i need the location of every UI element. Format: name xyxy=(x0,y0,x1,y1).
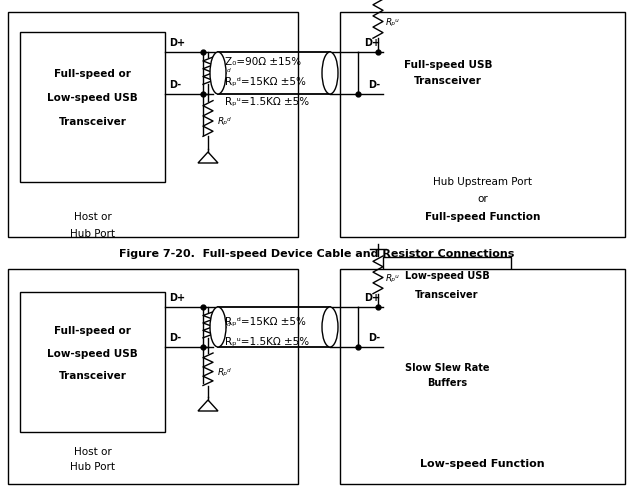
Text: Transceiver: Transceiver xyxy=(58,371,126,381)
Ellipse shape xyxy=(322,52,338,94)
Text: Rₚᵘ: Rₚᵘ xyxy=(386,274,400,282)
Bar xyxy=(20,292,165,432)
Text: Rₚᵈ: Rₚᵈ xyxy=(218,322,232,332)
Bar xyxy=(383,352,511,397)
Bar xyxy=(20,32,165,182)
Text: Full-speed Function: Full-speed Function xyxy=(425,212,540,222)
Text: Rₚᵈ: Rₚᵈ xyxy=(218,117,232,126)
Text: Low-speed USB: Low-speed USB xyxy=(47,93,138,103)
Bar xyxy=(340,12,625,237)
Ellipse shape xyxy=(322,307,338,347)
Text: Rₚᵘ=1.5KΩ ±5%: Rₚᵘ=1.5KΩ ±5% xyxy=(225,337,309,347)
Text: Buffers: Buffers xyxy=(427,378,467,389)
Text: Rₚᵈ: Rₚᵈ xyxy=(218,68,232,78)
Text: Rₚᵘ: Rₚᵘ xyxy=(386,18,400,27)
Text: or: or xyxy=(477,194,488,204)
Text: Transceiver: Transceiver xyxy=(414,76,482,86)
Text: Low-speed USB: Low-speed USB xyxy=(47,349,138,359)
Text: D+: D+ xyxy=(169,38,185,48)
Text: D-: D- xyxy=(169,333,181,343)
Bar xyxy=(8,269,298,484)
Text: D-: D- xyxy=(368,333,380,343)
Text: D-: D- xyxy=(169,80,181,90)
Bar xyxy=(383,257,511,312)
Bar xyxy=(383,47,513,99)
Text: D+: D+ xyxy=(364,38,380,48)
Text: D+: D+ xyxy=(364,293,380,303)
Text: Rₚᵘ=1.5KΩ ±5%: Rₚᵘ=1.5KΩ ±5% xyxy=(225,97,309,107)
Text: D-: D- xyxy=(368,80,380,90)
Text: D+: D+ xyxy=(169,293,185,303)
Text: Host or: Host or xyxy=(74,447,112,457)
Text: Full-speed or: Full-speed or xyxy=(54,69,131,79)
Text: Rₚᵈ=15KΩ ±5%: Rₚᵈ=15KΩ ±5% xyxy=(225,317,306,327)
Text: Hub Upstream Port: Hub Upstream Port xyxy=(433,177,532,187)
Text: Slow Slew Rate: Slow Slew Rate xyxy=(404,363,489,373)
Text: Figure 7-20.  Full-speed Device Cable and Resistor Connections: Figure 7-20. Full-speed Device Cable and… xyxy=(119,249,515,259)
Text: Full-speed USB: Full-speed USB xyxy=(404,60,492,70)
Text: Transceiver: Transceiver xyxy=(415,290,479,301)
Text: Host or: Host or xyxy=(74,212,112,222)
Text: Full-speed or: Full-speed or xyxy=(54,326,131,336)
Text: Rₚᵈ: Rₚᵈ xyxy=(218,368,232,376)
Ellipse shape xyxy=(210,52,226,94)
Bar xyxy=(340,269,625,484)
Bar xyxy=(8,12,298,237)
Text: Rₚᵈ=15KΩ ±5%: Rₚᵈ=15KΩ ±5% xyxy=(225,77,306,87)
Text: Hub Port: Hub Port xyxy=(70,462,115,472)
Text: Low-speed Function: Low-speed Function xyxy=(420,459,545,469)
Text: Transceiver: Transceiver xyxy=(58,117,126,127)
Text: Z₀=90Ω ±15%: Z₀=90Ω ±15% xyxy=(225,57,301,67)
Ellipse shape xyxy=(210,307,226,347)
Text: Hub Port: Hub Port xyxy=(70,229,115,239)
Text: Low-speed USB: Low-speed USB xyxy=(404,271,489,281)
